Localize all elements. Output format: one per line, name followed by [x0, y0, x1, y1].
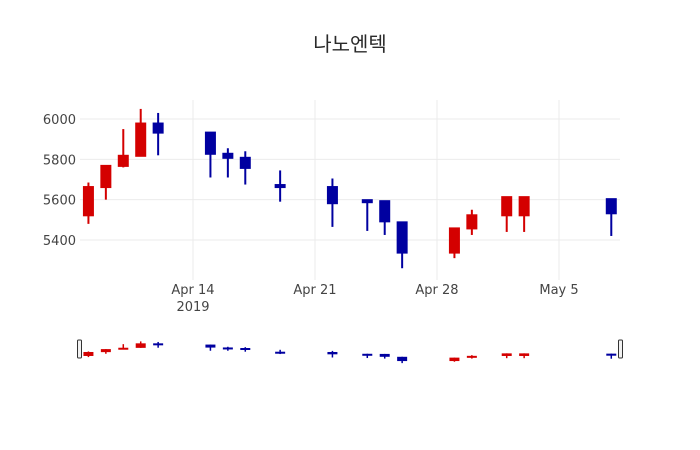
slider-candle: [240, 347, 251, 352]
slider-candle: [397, 356, 408, 364]
candle: [518, 196, 530, 232]
candle: [204, 131, 216, 178]
y-axis: 5400 5600 5800 6000: [43, 113, 76, 249]
candle: [466, 209, 478, 235]
candle: [274, 170, 286, 202]
y-tick-label: 5400: [43, 234, 76, 249]
x-tick-label: Apr 21: [293, 283, 336, 298]
candle: [361, 199, 373, 231]
slider-candle: [153, 341, 164, 348]
slider-candle: [118, 344, 129, 350]
candle: [448, 227, 460, 259]
y-tick-label: 5600: [43, 194, 76, 209]
slider-candle: [275, 349, 286, 355]
candle: [152, 112, 164, 156]
slider-candle: [606, 353, 617, 359]
slider-candle: [501, 353, 512, 359]
x-tick-year: 2019: [176, 300, 209, 315]
candle: [82, 182, 94, 224]
slider-candle: [519, 353, 530, 359]
x-axis: Apr 14 2019 Apr 21 Apr 28 May 5: [171, 283, 578, 315]
candle: [396, 221, 408, 269]
range-slider-left-handle[interactable]: [77, 339, 82, 359]
slider-candle: [362, 353, 373, 359]
slider-candle: [205, 344, 216, 351]
candle: [222, 148, 234, 178]
candle: [501, 196, 513, 232]
x-tick-label: Apr 14: [171, 283, 214, 298]
range-slider[interactable]: [77, 339, 623, 364]
range-slider-right-handle[interactable]: [618, 339, 623, 359]
y-tick-label: 6000: [43, 113, 76, 128]
candle: [117, 129, 129, 168]
candle: [239, 151, 251, 185]
slider-candle: [83, 351, 94, 358]
gridlines: [80, 100, 620, 280]
slider-candle: [449, 357, 460, 362]
candle: [379, 200, 391, 235]
slider-candle: [327, 350, 338, 358]
candle: [100, 164, 112, 200]
x-tick-label: May 5: [539, 283, 578, 298]
candle: [135, 108, 147, 157]
y-tick-label: 5800: [43, 153, 76, 168]
candle: [326, 178, 338, 227]
slider-candle: [379, 353, 390, 359]
slider-candle: [100, 349, 111, 354]
candle: [605, 198, 617, 236]
x-tick-label: Apr 28: [415, 283, 458, 298]
slider-candle: [222, 346, 233, 351]
candles: [82, 108, 617, 269]
slider-candle: [135, 341, 146, 348]
chart-title: 나노엔텍: [313, 32, 387, 56]
slider-candle: [466, 355, 477, 359]
